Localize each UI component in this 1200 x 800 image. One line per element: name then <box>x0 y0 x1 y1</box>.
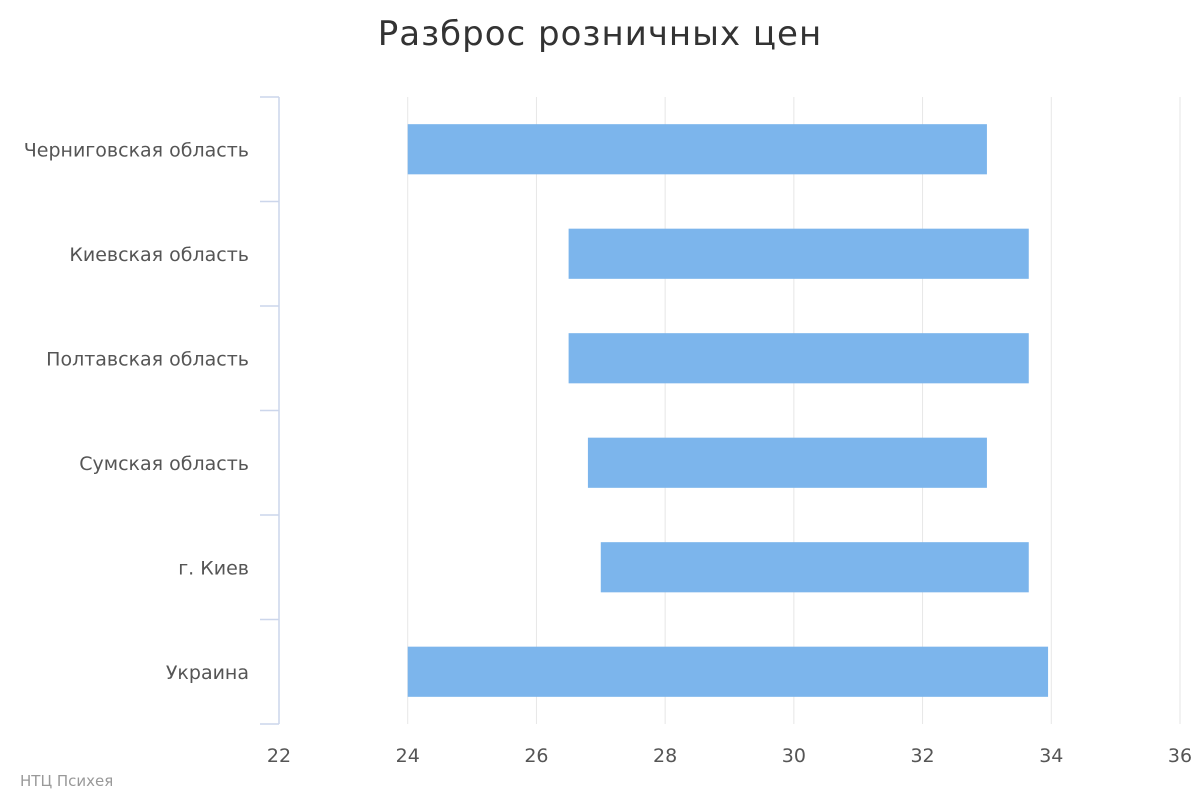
category-label: Украина <box>166 662 249 684</box>
x-tick-label: 32 <box>910 745 934 767</box>
category-label: Черниговская область <box>24 139 249 161</box>
x-tick-label: 24 <box>396 745 420 767</box>
category-label: Сумская область <box>79 453 249 475</box>
x-tick-label: 30 <box>782 745 806 767</box>
category-label: Полтавская область <box>46 348 249 370</box>
credits-text: НТЦ Психея <box>20 772 114 790</box>
x-tick-label: 22 <box>267 745 291 767</box>
category-label: Киевская область <box>69 244 249 266</box>
x-tick-label: 34 <box>1039 745 1063 767</box>
x-tick-label: 26 <box>524 745 548 767</box>
bar-1[interactable] <box>407 124 987 175</box>
bar-4[interactable] <box>587 437 987 488</box>
bar-3[interactable] <box>568 333 1029 384</box>
category-label: г. Киев <box>178 557 249 579</box>
bar-5[interactable] <box>600 542 1029 593</box>
bar-6[interactable] <box>407 646 1049 697</box>
bar-2[interactable] <box>568 228 1029 279</box>
x-tick-label: 28 <box>653 745 677 767</box>
x-tick-label: 36 <box>1168 745 1192 767</box>
chart-title: Разброс розничных цен <box>377 14 823 54</box>
